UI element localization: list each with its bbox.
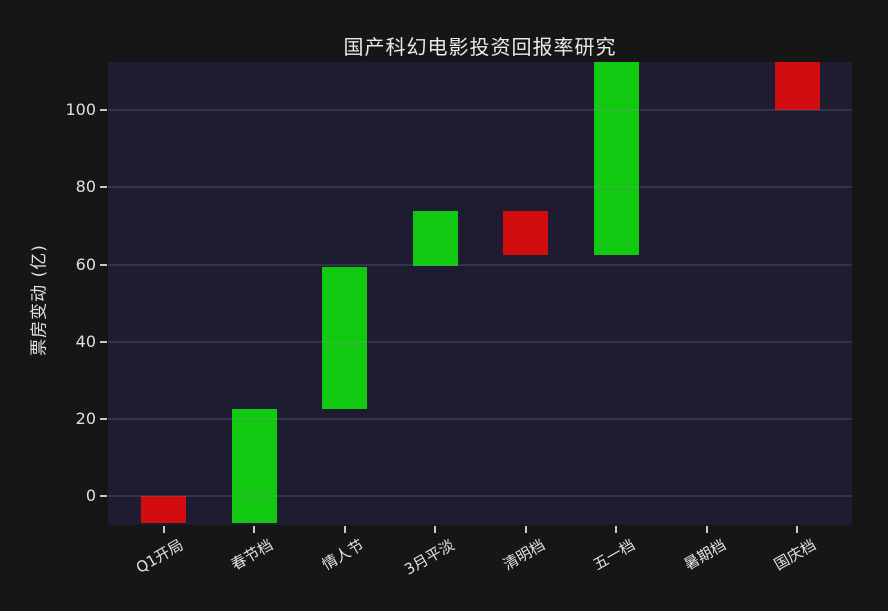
y-tick-label: 100 — [65, 100, 96, 120]
y-tick-label: 40 — [75, 331, 96, 351]
y-gridline — [108, 340, 852, 343]
x-tick-mark — [705, 526, 708, 533]
y-gridline — [108, 109, 852, 112]
y-tick-mark — [100, 263, 107, 266]
y-tick-mark — [100, 417, 107, 420]
waterfall-bar-4 — [412, 210, 458, 267]
y-tick-label: 60 — [75, 254, 96, 274]
y-gridline — [108, 263, 852, 266]
x-tick-mark — [524, 526, 527, 533]
y-gridline — [108, 417, 852, 420]
y-tick-label: 0 — [85, 486, 96, 506]
x-tick-label-3: 情人节 — [318, 535, 367, 574]
x-tick-label-1: Q1开局 — [132, 535, 186, 578]
x-tick-label-6: 五一档 — [590, 535, 639, 574]
y-tick-mark — [100, 109, 107, 112]
waterfall-bar-1 — [141, 496, 187, 524]
x-tick-mark — [162, 526, 165, 533]
y-tick-label: 80 — [75, 177, 96, 197]
x-tick-label-8: 国庆档 — [771, 535, 819, 574]
x-tick-label-4: 3月平淡 — [400, 535, 458, 579]
y-tick-label: 20 — [75, 408, 96, 428]
x-tick-label-5: 清明档 — [499, 535, 548, 574]
waterfall-bar-5 — [503, 210, 549, 255]
y-gridline — [108, 186, 852, 189]
x-tick-mark — [434, 526, 437, 533]
x-tick-mark — [343, 526, 346, 533]
y-tick-mark — [100, 340, 107, 343]
x-tick-mark — [253, 526, 256, 533]
x-tick-mark — [615, 526, 618, 533]
plot-area — [108, 62, 852, 525]
waterfall-bar-2 — [231, 409, 277, 524]
waterfall-bar-6 — [593, 62, 639, 255]
x-tick-label-7: 暑期档 — [680, 535, 729, 574]
x-tick-label-2: 春节档 — [228, 535, 277, 574]
x-tick-mark — [796, 526, 798, 533]
y-tick-mark — [100, 495, 107, 498]
waterfall-bar-3 — [322, 266, 368, 410]
y-tick-mark — [100, 186, 107, 189]
y-gridline — [108, 495, 852, 498]
chart-title: 国产科幻电影投资回报率研究 — [343, 35, 617, 59]
waterfall-bar-8 — [774, 62, 820, 111]
